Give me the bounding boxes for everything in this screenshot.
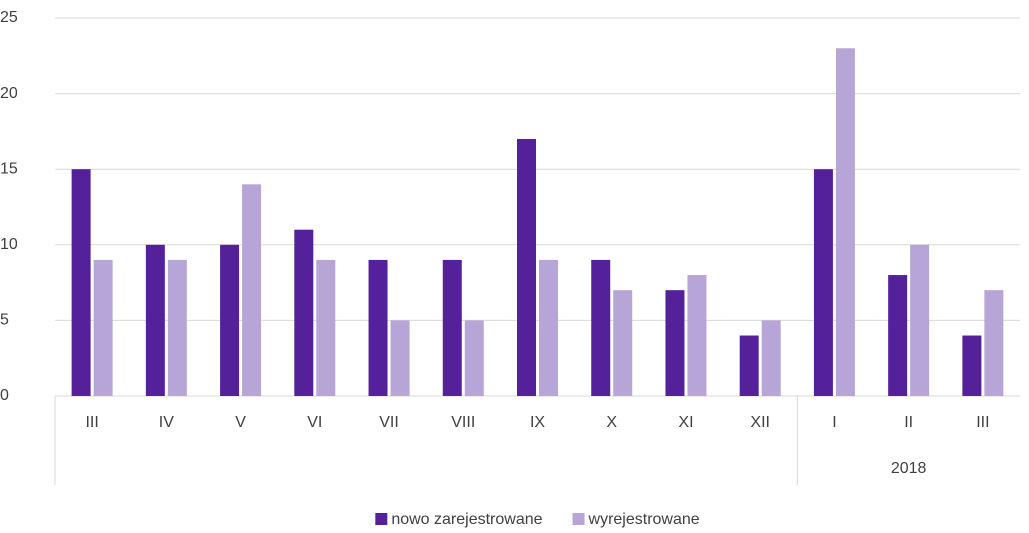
legend-swatch [375,513,388,525]
bar [368,259,388,396]
x-tick-label: IV [159,414,174,431]
x-tick-label: XI [678,414,693,431]
x-tick-label: IX [530,414,545,431]
bar [316,259,336,396]
bar [71,169,91,396]
bar [167,259,187,396]
y-tick-label: 20 [0,85,18,102]
bar [613,290,633,396]
bar [761,320,781,396]
bar [665,290,685,396]
bar [591,259,611,396]
bar [390,320,410,396]
bar [93,259,113,396]
bar [517,138,536,396]
bar [813,169,833,396]
x-tick-label: VIII [451,414,475,431]
bar [835,48,855,397]
bar [739,335,759,396]
y-tick-label: 10 [0,236,18,253]
x-tick-label: III [85,414,98,431]
group-label: 2018 [891,460,927,477]
x-tick-label: XII [750,414,770,431]
x-tick-label: V [235,414,246,431]
legend-label: nowo zarejestrowane [391,511,542,528]
bar [464,320,484,396]
x-tick-label: VI [307,414,322,431]
bar [962,335,982,396]
bar [539,259,558,396]
bar [294,229,314,396]
x-tick-label: I [832,414,836,431]
bar [220,244,240,396]
bar [242,184,262,396]
bar [910,244,930,396]
bar [888,275,908,396]
bar [145,244,165,396]
y-tick-label: 5 [0,312,9,329]
y-tick-label: 0 [0,387,9,404]
legend-swatch [572,513,585,525]
y-tick-label: 15 [0,160,18,177]
bar [984,290,1004,396]
y-tick-label: 25 [0,9,18,26]
bar [442,259,462,396]
legend-label: wyrejestrowane [588,511,700,528]
x-tick-label: III [976,414,989,431]
x-tick-label: X [606,414,617,431]
x-tick-label: VII [379,414,399,431]
bar [687,275,707,396]
x-tick-label: II [904,414,913,431]
